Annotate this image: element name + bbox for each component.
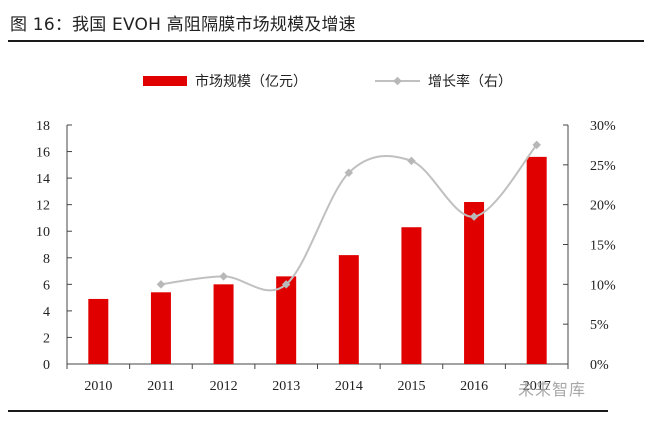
left-tick-label: 2 bbox=[43, 331, 50, 346]
x-tick-label: 2015 bbox=[397, 379, 425, 394]
bottom-rule bbox=[8, 410, 608, 412]
bar-2016 bbox=[464, 202, 485, 364]
growth-marker bbox=[344, 168, 354, 178]
growth-marker bbox=[219, 272, 228, 281]
top-rule bbox=[8, 40, 644, 42]
bar-2014 bbox=[338, 255, 359, 364]
bar-2013 bbox=[276, 276, 297, 364]
left-tick-label: 16 bbox=[36, 146, 50, 161]
left-tick-label: 12 bbox=[36, 199, 50, 214]
left-tick-label: 8 bbox=[43, 252, 50, 267]
x-tick-label: 2014 bbox=[335, 379, 363, 394]
watermark: 未来智库 bbox=[518, 380, 587, 399]
bar-2017 bbox=[526, 156, 547, 364]
right-tick-label: 30% bbox=[590, 119, 616, 134]
left-tick-label: 10 bbox=[36, 225, 50, 240]
right-tick-label: 20% bbox=[590, 199, 616, 214]
x-tick-label: 2017 bbox=[523, 379, 551, 394]
legend-line-label: 增长率（右） bbox=[428, 73, 512, 90]
growth-marker bbox=[156, 280, 166, 289]
bar-2011 bbox=[150, 292, 171, 364]
right-tick-label: 15% bbox=[590, 239, 616, 254]
x-tick-label: 2010 bbox=[84, 379, 112, 394]
x-tick-label: 2016 bbox=[460, 379, 488, 394]
left-tick-label: 6 bbox=[43, 278, 50, 293]
left-tick-label: 18 bbox=[36, 119, 50, 134]
legend-line-marker bbox=[393, 76, 402, 86]
growth-marker bbox=[469, 212, 479, 221]
bar-2012 bbox=[213, 284, 234, 364]
right-tick-label: 25% bbox=[590, 159, 616, 174]
growth-marker bbox=[281, 280, 291, 289]
left-tick-label: 14 bbox=[36, 172, 50, 187]
page-title: 图 16：我国 EVOH 高阻隔膜市场规模及增速 bbox=[10, 15, 356, 35]
x-tick-label: 2013 bbox=[272, 379, 300, 394]
legend-bar-label: 市场规模（亿元） bbox=[195, 73, 307, 90]
growth-marker bbox=[407, 156, 416, 166]
right-tick-label: 5% bbox=[590, 318, 609, 333]
bar-2010 bbox=[88, 298, 109, 364]
left-tick-label: 4 bbox=[43, 305, 50, 320]
bar-2015 bbox=[401, 227, 422, 364]
legend-bar-swatch bbox=[143, 76, 187, 86]
right-tick-label: 0% bbox=[590, 358, 609, 373]
right-tick-label: 10% bbox=[590, 278, 616, 293]
x-tick-label: 2012 bbox=[210, 379, 238, 394]
x-tick-label: 2011 bbox=[147, 379, 174, 394]
left-tick-label: 0 bbox=[43, 358, 50, 373]
